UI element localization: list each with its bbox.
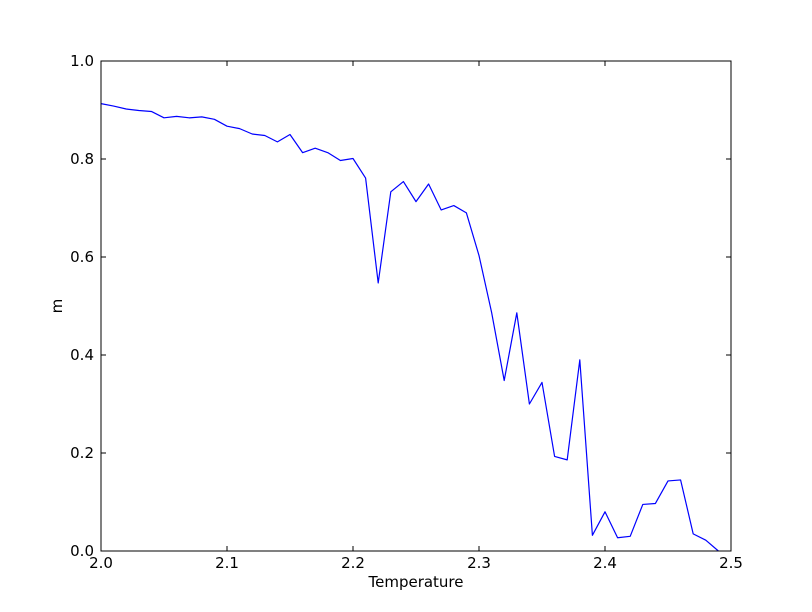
data-point [705,540,706,541]
x-tick-label: 2.5 [719,554,743,572]
data-point [113,105,114,106]
data-point [252,133,253,134]
data-point [289,134,290,135]
data-point [340,160,341,161]
data-point [466,212,467,213]
y-tick-label: 0.8 [70,150,94,168]
x-tick-label: 2.3 [467,554,491,572]
y-tick-label: 0.0 [70,542,94,560]
plot-frame [100,60,732,552]
data-point [529,403,530,404]
data-point [504,380,505,381]
data-point [390,191,391,192]
data-point [415,201,416,202]
x-tick-label: 2.0 [89,554,113,572]
data-point [630,536,631,537]
data-point [516,312,517,313]
x-tick-label: 2.2 [341,554,365,572]
data-point [642,504,643,505]
y-tick-label: 0.4 [70,346,94,364]
data-point [680,479,681,480]
y-tick-label: 0.6 [70,248,94,266]
data-point [693,533,694,534]
data-point [667,480,668,481]
data-point [554,456,555,457]
data-point [617,537,618,538]
data-point [151,111,152,112]
data-point [352,158,353,159]
data-point [189,117,190,118]
data-point [264,135,265,136]
data-point [441,209,442,210]
y-axis-label: m [48,299,66,314]
data-point [491,312,492,313]
series-layer [100,103,719,552]
data-point [365,178,366,179]
data-point [327,152,328,153]
y-tick-label: 0.2 [70,444,94,462]
data-point [315,148,316,149]
data-point [302,152,303,153]
data-point [239,128,240,129]
data-point [138,110,139,111]
data-point [176,116,177,117]
data-point [403,181,404,182]
data-point [592,535,593,536]
data-point [604,511,605,512]
x-axis-label: Temperature [367,573,463,591]
data-point [453,205,454,206]
data-point [567,459,568,460]
ticks: 2.0 2.1 2.2 2.3 2.4 2.5 0.0 0.2 0.4 0.6 0.8 1.0 [70,52,743,572]
data-point [655,503,656,504]
x-tick-label: 2.1 [215,554,239,572]
data-point [126,108,127,109]
data-point [277,141,278,142]
data-point [163,117,164,118]
data-point [226,126,227,127]
data-point [579,359,580,360]
series-line [100,103,719,552]
data-point [214,119,215,120]
data-point [478,255,479,256]
data-point [378,282,379,283]
x-tick-label: 2.4 [593,554,617,572]
y-tick-label: 1.0 [70,52,94,70]
data-point [428,183,429,184]
data-point [541,382,542,383]
data-point [201,116,202,117]
